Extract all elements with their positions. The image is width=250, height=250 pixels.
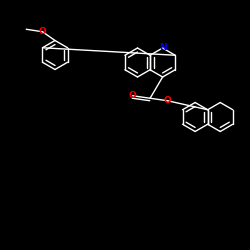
Text: O: O — [39, 27, 46, 36]
Text: O: O — [129, 91, 136, 100]
Text: N: N — [159, 44, 166, 52]
Text: O: O — [164, 96, 172, 105]
